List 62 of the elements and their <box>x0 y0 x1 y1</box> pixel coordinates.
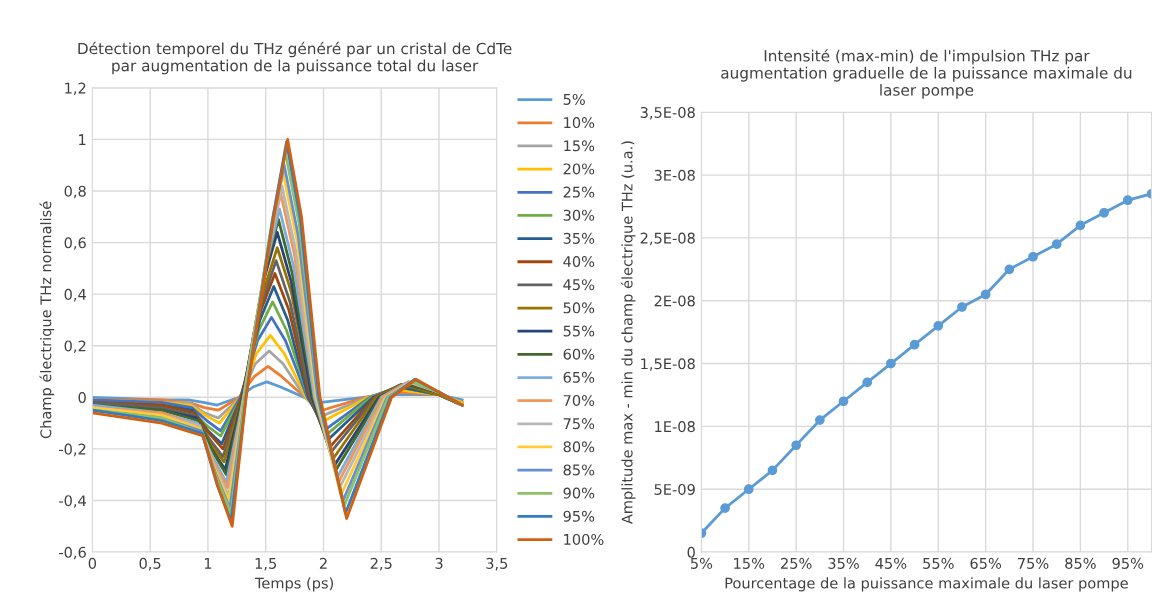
legend-label: 25% <box>563 186 595 198</box>
y-tick-label: 1 <box>79 134 86 145</box>
x-tick-label: 65% <box>970 557 1002 569</box>
legend-label: 70% <box>563 394 595 406</box>
legend-label: 10% <box>564 117 595 129</box>
legend-label: 95% <box>563 510 595 522</box>
x-tick-label: 95% <box>1112 557 1144 569</box>
legend-label: 65% <box>563 371 595 383</box>
y-axis-title: Amplitude max - min du champ électrique THz (u.a.) <box>620 141 636 525</box>
x-tick-label: 2,5 <box>370 557 392 571</box>
x-tick-label: 75% <box>1018 557 1049 569</box>
x-tick-label: 3,5 <box>486 557 508 571</box>
y-tick-label: -0,2 <box>59 443 86 457</box>
y-tick-label: 1E-08 <box>655 421 695 433</box>
x-tick-label: 15% <box>734 557 765 569</box>
y-axis-title: Champ électrique THz normalisé <box>39 201 55 439</box>
y-tick-label: 2,5E-08 <box>640 232 695 246</box>
legend-label: 40% <box>563 256 595 268</box>
y-tick-label: 5E-09 <box>654 483 695 495</box>
x-tick-label: 45% <box>875 557 907 569</box>
y-tick-label: 3,5E-08 <box>640 106 695 120</box>
x-tick-label: 5% <box>690 557 713 569</box>
x-tick-label: 0,5 <box>139 557 161 571</box>
y-tick-label: -0,6 <box>59 546 86 560</box>
legend-label: 80% <box>563 441 595 453</box>
x-tick-label: 55% <box>923 557 954 569</box>
legend-label: 50% <box>563 302 595 314</box>
legend-label: 35% <box>563 232 595 244</box>
x-tick-label: 85% <box>1065 557 1096 569</box>
legend-label: 75% <box>563 418 595 430</box>
x-axis-title: Temps (ps) <box>254 577 333 592</box>
y-tick-label: 0 <box>78 392 86 404</box>
x-tick-label: 3 <box>435 557 443 569</box>
x-tick-label: 1 <box>204 558 212 569</box>
legend-label: 45% <box>563 279 595 291</box>
x-axis-title: Pourcentage de la puissance maximale du laser pompe <box>725 577 1128 592</box>
y-tick-label: 0 <box>687 546 695 558</box>
chart-title: Détection temporel du THz généré par un cristal de CdTe par augmentation de la puissance total du laser <box>78 41 512 75</box>
y-tick-label: 0,2 <box>64 340 86 353</box>
legend-label: 60% <box>563 348 595 360</box>
x-tick-label: 25% <box>781 557 812 569</box>
legend-label: 55% <box>563 325 595 337</box>
y-tick-label: 0,8 <box>64 185 86 199</box>
legend-label: 90% <box>563 487 595 499</box>
legend-label: 20% <box>563 163 595 175</box>
y-tick-label: 2E-08 <box>654 295 695 307</box>
chart-title: Intensité (max-min) de l'impulsion THz par augmentation graduelle de la puissance maximale du laser pompe <box>721 49 1132 99</box>
x-tick-label: 2 <box>319 557 327 569</box>
x-tick-label: 0 <box>88 557 97 569</box>
legend-label: 5% <box>563 93 585 105</box>
y-tick-label: 1,2 <box>65 82 86 96</box>
legend-label: 85% <box>563 464 595 476</box>
y-tick-label: 3E-08 <box>654 169 695 181</box>
y-tick-label: 0,6 <box>64 237 86 250</box>
x-tick-label: 1,5 <box>255 558 277 571</box>
legend-label: 15% <box>564 140 595 152</box>
y-tick-label: 1,5E-08 <box>641 358 695 371</box>
y-tick-label: -0,4 <box>59 495 86 508</box>
y-tick-label: 0,4 <box>64 288 86 302</box>
x-tick-label: 35% <box>828 557 859 569</box>
legend-label: 30% <box>563 209 595 221</box>
legend-label: 100% <box>564 533 604 545</box>
